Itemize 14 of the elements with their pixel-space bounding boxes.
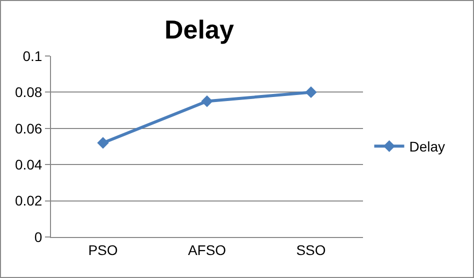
point <box>201 95 213 108</box>
y-tick-label: 0.04 <box>14 156 42 172</box>
chart-title: Delay <box>164 14 234 45</box>
y-tick-label: 0.1 <box>22 48 42 64</box>
y-tick-label: 0.08 <box>14 84 42 100</box>
y-tick-label: 0 <box>34 228 42 245</box>
y-tick-label: 0.06 <box>14 120 42 136</box>
point <box>97 137 109 149</box>
y-tick-label: 0.02 <box>14 192 42 209</box>
legend-label: Delay <box>409 138 446 155</box>
point <box>305 86 317 98</box>
x-tick-label: SSO <box>296 242 326 258</box>
x-tick-label: PSO <box>88 242 118 258</box>
x-tick-label: AFSO <box>188 242 226 258</box>
